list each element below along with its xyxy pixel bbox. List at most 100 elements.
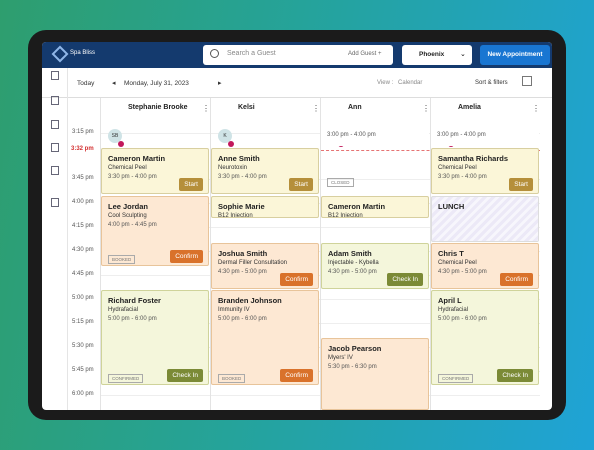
client-name: Samantha Richards [438,154,509,163]
nav-icon[interactable] [51,143,59,152]
action-button[interactable]: Check In [497,369,533,382]
location: Phoenix [419,51,445,58]
new-appointment-button[interactable]: New Appointment [480,45,550,65]
time-label: 6:00 pm [72,391,94,397]
time-range: 4:00 pm - 4:45 pm [108,222,157,228]
chevron: ⌄ [460,51,466,58]
view-label: View : [377,80,394,86]
search-placeholder: Search a Guest [227,50,276,57]
appointment-card[interactable]: Cameron Martin Chemical Peel 3:30 pm - 4:0… [101,148,209,194]
action-button[interactable]: Start [179,178,203,191]
current-time-label: 3:32 pm [71,146,94,152]
time-range: 5:30 pm - 6:30 pm [328,364,377,370]
appointment-card[interactable]: 3:00 pm - 4:00 pm [431,126,539,146]
time-range: 3:30 pm - 4:00 pm [108,174,157,180]
nav-icon[interactable] [51,96,59,105]
time-label: 5:45 pm [72,367,94,373]
appointment-card[interactable]: Joshua Smith Dermal Filler Consultation 4:… [211,243,319,289]
nav-icon[interactable] [51,198,59,207]
appointment-card[interactable]: Cameron Martin B12 Injection [321,196,429,218]
search-box[interactable]: Search a Guest Add Guest + [203,45,393,65]
time-range: 5:00 pm - 6:00 pm [218,316,267,322]
action-button[interactable]: Start [289,178,313,191]
time-range: 4:30 pm - 5:00 pm [218,269,267,275]
appointment-card[interactable]: CLOSED [321,176,429,190]
client-name: Adam Smith [328,249,372,258]
sort-filters[interactable]: Sort & filters [475,80,508,86]
column-divider [320,98,321,410]
nav-icon[interactable] [51,71,59,80]
appointment-card[interactable]: Samantha Richards Chemical Peel 3:30 pm - … [431,148,539,194]
column-divider [430,98,431,410]
client-name: Branden Johnson [218,296,282,305]
status-tag: BOOKED [218,374,246,383]
column-divider [100,98,101,410]
chart-icon[interactable] [522,76,532,86]
service: Neurotoxin [218,165,248,171]
status-tag: CONFIRMED [438,374,474,383]
action-button[interactable]: Confirm [280,273,313,286]
appointment-card[interactable]: Anne Smith Neurotoxin 3:30 pm - 4:00 pm Sta… [211,148,319,194]
location-dropdown[interactable]: Phoenix ⌄ [402,45,472,65]
today-button[interactable]: Today [77,80,95,87]
client-name: April L [438,296,462,305]
status-tag: CLOSED [327,178,354,187]
sidebar [42,68,68,410]
status-tag: BOOKED [108,255,136,264]
time-range: 4:30 pm - 5:00 pm [438,269,487,275]
appointment-card[interactable]: Jacob Pearson Myers' IV 5:30 pm - 6:30 pm [321,338,429,410]
staff-menu[interactable]: ⋮ [312,104,320,113]
service: Injectable - Kybella [328,260,379,266]
appointment-card[interactable]: Adam Smith Injectable - Kybella 4:30 pm - … [321,243,429,289]
add-guest[interactable]: Add Guest + [348,51,382,57]
appointment-card[interactable]: Branden Johnson Immunity IV 5:00 pm - 6:00… [211,290,319,385]
service: Chemical Peel [438,165,477,171]
screen: Spa Bliss Search a Guest Add Guest + Pho… [42,42,552,410]
nav-icon[interactable] [51,120,59,129]
staff-menu[interactable]: ⋮ [532,104,540,113]
appointment-card[interactable]: Sophie Marie B12 Injection [211,196,319,218]
service: B12 Injection [328,213,363,218]
action-button[interactable]: Start [509,178,533,191]
client-name: Chris T [438,249,464,258]
client-name: Sophie Marie [218,202,265,211]
toolbar: Today ◂ Monday, July 31, 2023 ▸ View : C… [42,68,552,98]
view[interactable]: Calendar [398,80,423,86]
appointment-card[interactable]: Lee Jordan Cool Sculpting 4:00 pm - 4:45 p… [101,196,209,266]
prev[interactable]: ◂ [112,80,116,87]
action-button[interactable]: Check In [167,369,203,382]
action-button[interactable]: Confirm [280,369,313,382]
service: Immunity IV [218,307,250,313]
client-name: Cameron Martin [328,202,386,211]
service: Dermal Filler Consultation [218,260,288,266]
appointment-card[interactable]: Richard Foster Hydrafacial 5:00 pm - 6:00 … [101,290,209,385]
staff-name: Kelsi [238,104,255,111]
time-label: 4:45 pm [72,271,94,277]
time-label: 4:00 pm [72,199,94,205]
appointment-card[interactable]: Chris T Chemical Peel 4:30 pm - 5:00 pm Con… [431,243,539,289]
time-label: 4:30 pm [72,247,94,253]
date[interactable]: Monday, July 31, 2023 [124,80,189,87]
staff-menu[interactable]: ⋮ [422,104,430,113]
action-button[interactable]: Confirm [170,250,203,263]
service: B12 Injection [218,213,253,218]
next[interactable]: ▸ [218,80,222,87]
time-label: 5:15 pm [72,319,94,325]
staff-name: Ann [348,104,362,111]
column-divider [210,98,211,410]
client-name: Anne Smith [218,154,260,163]
avatar: SB [108,129,122,143]
nav-icon[interactable] [51,166,59,175]
staff-menu[interactable]: ⋮ [202,104,210,113]
action-button[interactable]: Check In [387,273,423,286]
appointment-card[interactable]: LUNCH [431,196,539,242]
client-name: Richard Foster [108,296,161,305]
appointment-card[interactable]: April L Hydrafacial 5:00 pm - 6:00 pm CONFI… [431,290,539,385]
appointment-card[interactable]: 3:00 pm - 4:00 pm [321,126,429,146]
staff-name: Amelia [458,104,481,111]
time-range: 5:00 pm - 6:00 pm [108,316,157,322]
avatar-badge [118,141,124,147]
action-button[interactable]: Confirm [500,273,533,286]
client-name: Joshua Smith [218,249,268,258]
time-range: 3:30 pm - 4:00 pm [218,174,267,180]
